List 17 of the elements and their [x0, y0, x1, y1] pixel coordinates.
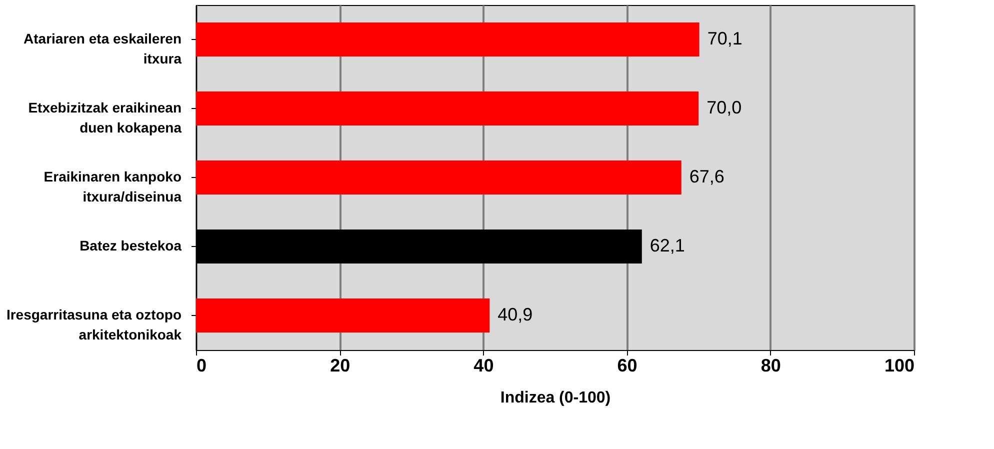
y-tick-label: Atariaren eta eskaileren itxura	[24, 30, 182, 66]
y-tick-label: Eraikinaren kanpoko itxura/diseinua	[44, 168, 182, 204]
data-label: 62,1	[650, 236, 685, 256]
data-label: 70,0	[706, 98, 742, 118]
data-label: 40,9	[498, 304, 533, 324]
x-axis-title: Indizea (0-100)	[500, 390, 611, 406]
x-tick-label: 100	[884, 356, 914, 376]
x-tick-label: 60	[617, 356, 638, 376]
y-tick-label: Etxebizitzak eraikinean duen kokapena	[28, 100, 182, 136]
x-tick-label: 20	[330, 356, 350, 376]
x-tick-label: 80	[760, 356, 781, 376]
data-label: 67,6	[689, 166, 724, 186]
x-tick-label: 40	[474, 356, 494, 376]
data-label: 70,1	[707, 28, 742, 48]
x-tick-label: 0	[196, 356, 207, 376]
y-tick-label: Batez bestekoa	[80, 238, 182, 254]
y-tick-label: Iresgarritasuna eta oztopo arkitektonikoak	[6, 306, 182, 342]
